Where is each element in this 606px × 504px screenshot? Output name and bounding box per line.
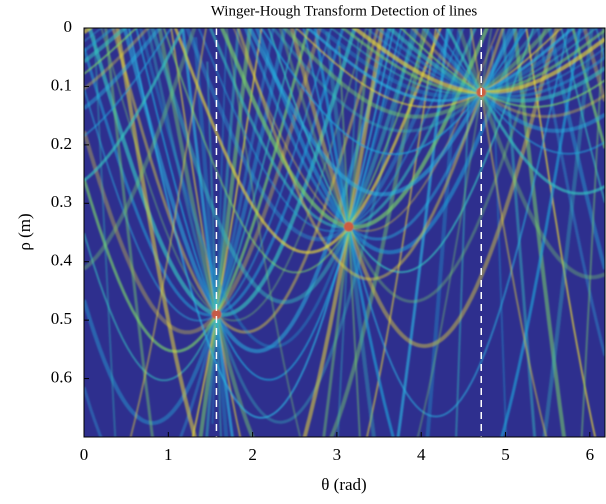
y-tick-label: 0.3 [51,192,72,211]
heatmap-curve [305,28,576,103]
x-tick-label: 4 [417,445,426,464]
x-tick-label: 2 [248,445,257,464]
x-axis-label: θ (rad) [321,475,366,494]
hotspot [343,221,354,232]
heatmap-curve [325,28,594,437]
plot-area [84,28,605,437]
heatmap-curve [271,28,540,133]
heatmap-curve [289,28,559,349]
y-tick-label: 0.2 [51,134,72,153]
x-tick-label: 5 [501,445,510,464]
heatmap-curve [173,28,442,254]
heatmap-curve [232,28,500,232]
heatmap-curve [219,28,490,230]
heatmap-curve [329,28,598,95]
heatmap-curve [225,28,493,437]
heatmap-curve [278,28,547,303]
plot-frame [83,27,606,438]
heatmap-curve [254,28,524,255]
heatmap-curve [84,28,605,103]
x-tick-label: 3 [333,445,342,464]
y-tick-label: 0.4 [51,251,73,270]
x-tick-label: 6 [586,445,595,464]
hotspot [211,309,222,320]
heatmap-curve [267,28,535,274]
heatmap-curve [236,28,505,281]
y-tick-label: 0.6 [51,367,72,386]
heatmap-curve [313,28,582,437]
y-tick-label: 0.5 [51,309,72,328]
heatmap-curve [84,28,605,195]
heatmap-curve [150,28,420,305]
heatmap-curve [197,28,465,232]
heatmap-curve [281,28,553,119]
heatmap-curve [84,28,605,118]
heatmap-curve [115,28,385,437]
heatmap-curve [294,28,563,109]
heatmap-curve [129,28,548,437]
heatmap-curve [162,28,430,274]
y-tick-label: 0 [64,17,73,36]
x-tick-label: 1 [164,445,173,464]
chart-title: Winger-Hough Transform Detection of line… [211,3,478,19]
heatmap-curve [139,28,408,349]
x-tick-label: 0 [80,445,89,464]
heatmap-curve [316,28,588,99]
y-axis-label: ρ (m) [15,213,34,250]
heatmap-curve [184,28,455,242]
heatmap-curve [84,28,605,155]
heatmap-curve [84,28,605,133]
y-tick-label: 0.1 [51,75,72,94]
heatmap-texture [84,28,605,437]
heatmap-curve [247,28,517,197]
heatmap-curve [84,28,605,108]
